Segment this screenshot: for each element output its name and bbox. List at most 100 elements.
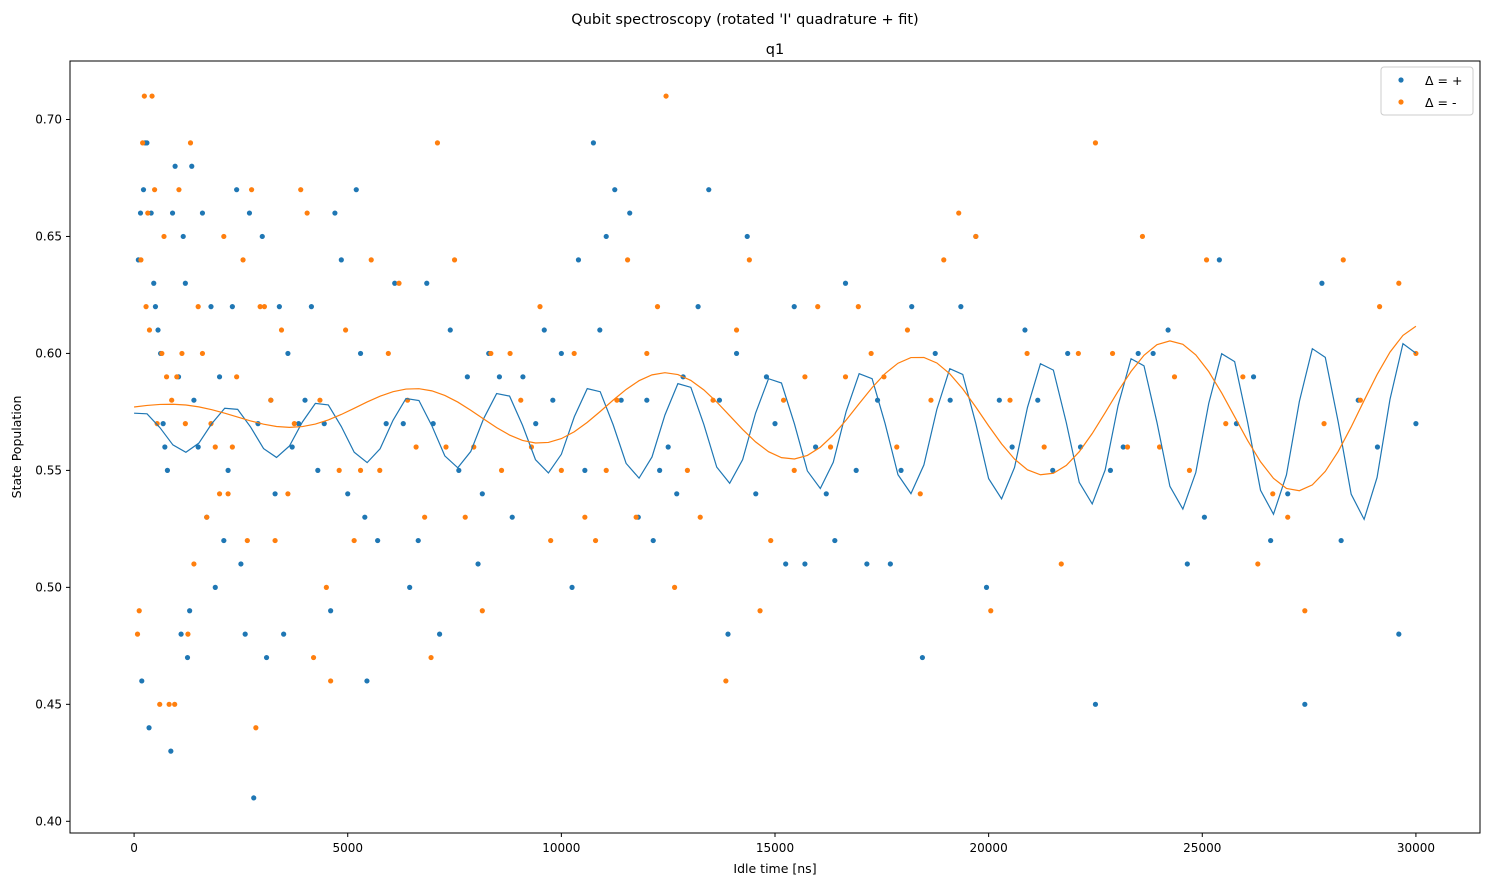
data-point	[242, 631, 248, 637]
data-point	[1285, 491, 1291, 497]
data-point	[400, 421, 406, 427]
data-point	[434, 140, 441, 146]
data-point	[1216, 257, 1222, 263]
series-points-1	[134, 93, 1419, 731]
data-point	[802, 374, 808, 380]
data-point	[1092, 140, 1099, 146]
data-point	[145, 210, 151, 216]
data-point	[582, 514, 588, 520]
data-point	[1184, 561, 1190, 567]
data-point	[571, 350, 577, 357]
data-point	[479, 608, 485, 614]
data-point	[695, 304, 701, 310]
legend-label-minus: Δ = -	[1425, 95, 1456, 110]
data-point	[160, 421, 166, 427]
data-point	[152, 187, 158, 193]
data-point	[1024, 350, 1030, 357]
data-point	[134, 631, 141, 637]
data-point	[1319, 280, 1325, 286]
data-point	[187, 608, 193, 614]
data-point	[928, 397, 934, 403]
data-point	[1396, 631, 1402, 637]
data-point	[475, 561, 481, 567]
data-point	[1009, 444, 1015, 450]
data-point	[332, 210, 338, 216]
y-tick-label: 0.55	[35, 463, 62, 477]
data-point	[281, 631, 287, 637]
data-point	[248, 187, 255, 193]
data-point	[932, 350, 938, 357]
data-point	[548, 537, 554, 544]
legend-marker-minus	[1398, 99, 1404, 105]
data-point	[802, 561, 808, 567]
data-point	[791, 304, 797, 310]
data-point	[146, 327, 153, 333]
data-point	[375, 537, 381, 544]
data-point	[191, 561, 197, 567]
data-point	[558, 350, 564, 357]
data-point	[624, 257, 631, 263]
data-point	[973, 233, 979, 240]
data-point	[988, 608, 994, 614]
data-point	[894, 444, 900, 450]
data-point	[289, 444, 295, 450]
data-point	[182, 421, 188, 427]
data-point	[592, 537, 599, 544]
data-point	[650, 537, 656, 544]
data-point	[657, 467, 663, 473]
data-point	[550, 397, 556, 403]
data-point	[146, 725, 152, 731]
data-point	[772, 421, 778, 427]
data-point	[164, 467, 171, 473]
data-point	[1240, 374, 1246, 380]
data-point	[710, 397, 716, 403]
data-point	[225, 491, 231, 497]
data-point	[842, 374, 849, 380]
data-point	[509, 514, 515, 520]
data-point	[238, 561, 244, 567]
data-point	[149, 93, 155, 99]
data-point	[716, 397, 723, 403]
data-point	[195, 304, 201, 310]
data-point	[1150, 350, 1156, 357]
data-point	[154, 421, 160, 427]
data-point	[328, 608, 334, 614]
data-point	[137, 210, 144, 216]
data-point	[179, 350, 185, 357]
data-point	[212, 584, 218, 590]
data-point	[456, 467, 462, 473]
data-point	[1109, 350, 1116, 357]
data-point	[507, 350, 513, 357]
data-point	[362, 514, 368, 520]
x-tick-label: 0	[130, 841, 138, 855]
data-point	[257, 304, 263, 310]
data-point	[909, 304, 915, 310]
data-point	[368, 257, 374, 263]
data-point	[733, 350, 740, 357]
data-point	[185, 631, 191, 637]
data-point	[199, 350, 206, 357]
data-point	[285, 491, 291, 497]
data-point	[1255, 561, 1261, 567]
data-point	[725, 631, 731, 637]
data-point	[251, 795, 257, 801]
data-point	[1171, 374, 1178, 380]
axes-title: q1	[766, 42, 784, 58]
data-point	[1035, 397, 1041, 403]
data-point	[191, 397, 197, 403]
data-point	[654, 304, 661, 310]
data-point	[234, 187, 240, 193]
data-point	[462, 514, 468, 520]
data-point	[853, 467, 859, 473]
data-point	[558, 467, 564, 473]
data-point	[229, 304, 235, 310]
data-point	[665, 444, 671, 450]
data-point	[780, 397, 787, 403]
data-point	[295, 421, 302, 427]
figure-suptitle: Qubit spectroscopy (rotated 'I' quadratu…	[571, 12, 918, 28]
legend-marker-plus	[1398, 77, 1404, 83]
data-point	[887, 561, 893, 567]
data-point	[143, 304, 149, 310]
